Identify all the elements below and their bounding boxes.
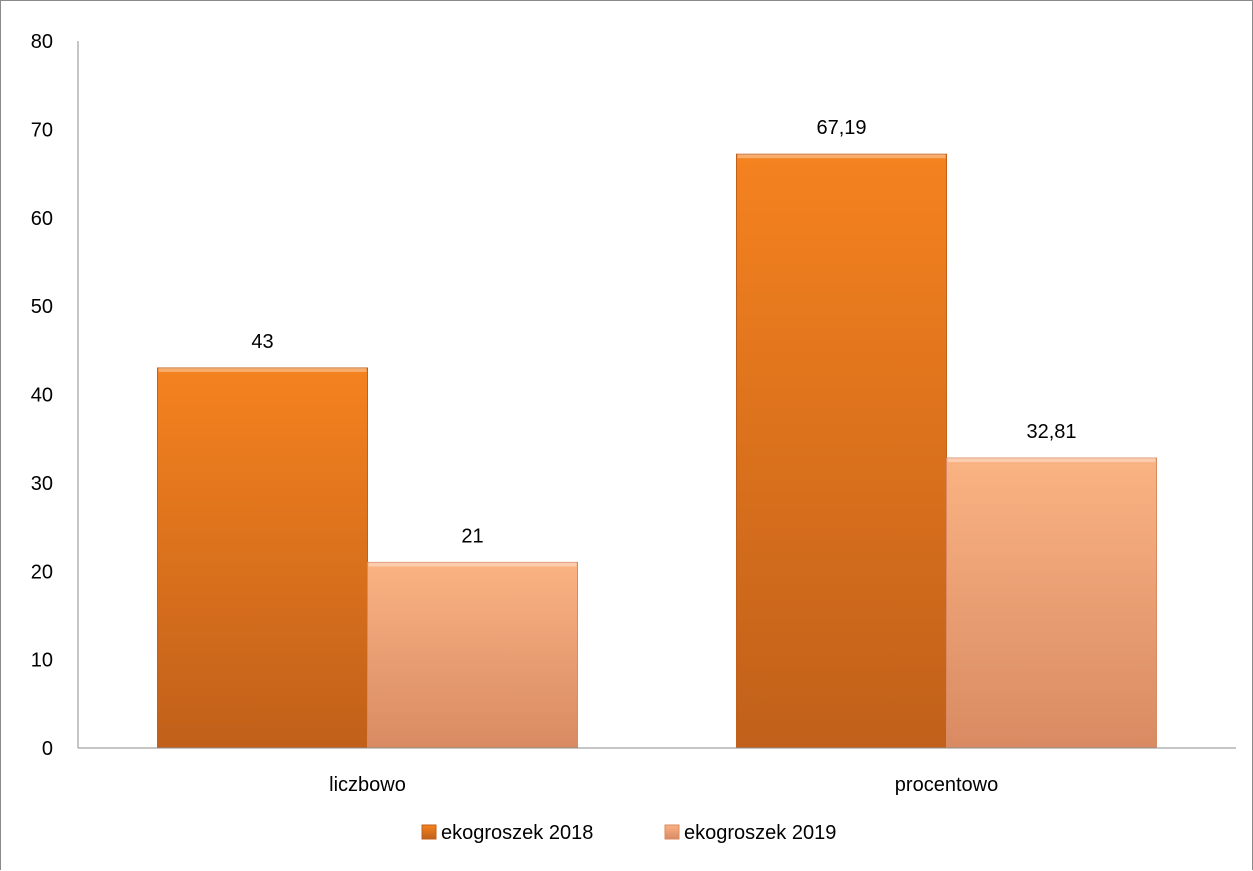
legend-label: ekogroszek 2018 — [441, 822, 593, 844]
bar-highlight — [368, 562, 577, 567]
y-tick-label: 0 — [42, 738, 53, 760]
y-tick-label: 30 — [31, 473, 53, 495]
bar-highlight — [947, 458, 1156, 463]
y-tick-label: 40 — [31, 385, 53, 407]
data-label: 43 — [251, 331, 273, 353]
y-tick-label: 10 — [31, 650, 53, 672]
x-tick-label: liczbowo — [329, 774, 406, 796]
x-axis: liczbowo procentowo — [78, 747, 1236, 796]
data-label: 67,19 — [816, 117, 866, 139]
bar-2018-liczbowo — [157, 367, 368, 749]
bars — [157, 153, 1157, 749]
y-tick-label: 70 — [31, 119, 53, 141]
x-tick-label: procentowo — [895, 774, 998, 796]
legend: ekogroszek 2018 ekogroszek 2019 — [421, 822, 836, 844]
y-tick-label: 20 — [31, 561, 53, 583]
y-tick-label: 50 — [31, 296, 53, 318]
y-axis: 0 10 20 30 40 50 60 70 80 — [31, 31, 79, 760]
bar-2018-procentowo — [736, 153, 947, 749]
bar-2019-liczbowo — [367, 561, 578, 749]
bar-2019-procentowo — [946, 457, 1157, 749]
data-labels: 43 21 67,19 32,81 — [251, 117, 1076, 547]
data-label: 32,81 — [1026, 421, 1076, 443]
bar-highlight — [737, 154, 946, 159]
legend-label: ekogroszek 2019 — [684, 822, 836, 844]
bar-highlight — [158, 367, 367, 372]
data-label: 21 — [461, 525, 483, 547]
y-tick-label: 80 — [31, 31, 53, 53]
y-tick-label: 60 — [31, 208, 53, 230]
legend-swatch — [421, 824, 437, 840]
legend-swatch — [664, 824, 680, 840]
